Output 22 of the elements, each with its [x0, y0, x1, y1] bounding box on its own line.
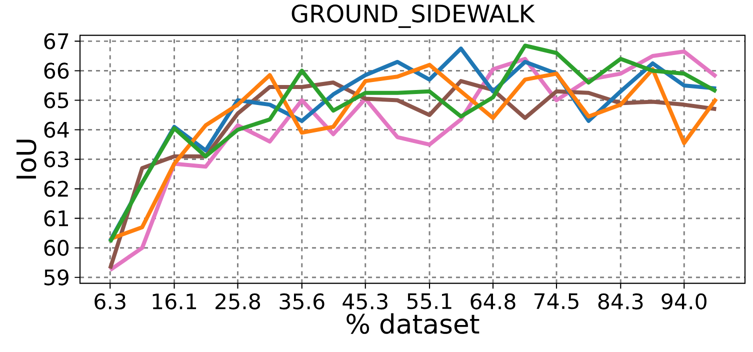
x-tick-label: 45.3 [342, 293, 388, 310]
x-tick-label: 25.8 [216, 293, 260, 310]
y-axis-title: IoU [16, 140, 36, 178]
y-tick-label: 60 [44, 240, 69, 256]
y-tick-label: 66 [44, 62, 69, 79]
y-tick-label: 62 [44, 180, 68, 197]
y-tick-label: 63 [44, 151, 68, 168]
x-tick-label: 84.3 [598, 293, 643, 310]
x-tick-label: 6.3 [94, 293, 126, 310]
y-tick-label: 67 [44, 32, 68, 50]
x-tick-label: 74.5 [534, 293, 578, 310]
x-tick-label: 16.1 [152, 293, 196, 310]
y-tick-label: 64 [44, 122, 69, 138]
x-tick-label: 94.0 [662, 293, 706, 310]
y-tick-label: 65 [44, 92, 68, 108]
x-tick-label: 64.8 [470, 293, 516, 310]
chart-title: GROUND_SIDEWALK [292, 4, 536, 28]
y-tick-label: 61 [44, 210, 68, 226]
y-tick-label: 59 [44, 269, 68, 286]
x-tick-label: 35.6 [280, 293, 324, 310]
x-axis-title: % dataset [346, 313, 480, 334]
x-tick-label: 55.1 [407, 293, 452, 310]
